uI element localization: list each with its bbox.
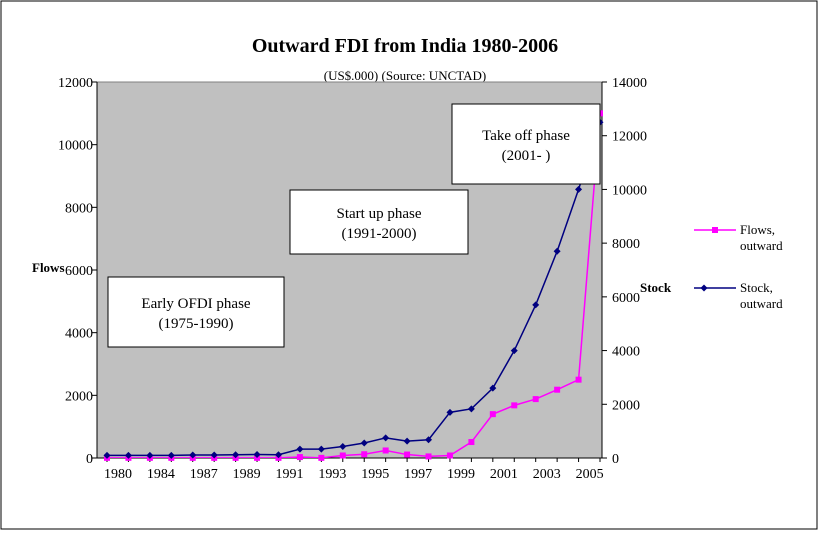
series-marker bbox=[124, 451, 132, 459]
legend-label-line: outward bbox=[740, 238, 783, 253]
y2-tick-label: 0 bbox=[612, 452, 619, 467]
series-marker bbox=[446, 452, 453, 459]
series-marker bbox=[404, 451, 411, 458]
y2-tick-label: 8000 bbox=[612, 237, 640, 252]
x-tick-label: 1984 bbox=[147, 467, 175, 482]
series-marker bbox=[210, 451, 218, 459]
annotation: Early OFDI phase (1975-1990) bbox=[141, 296, 250, 332]
series-marker bbox=[339, 442, 347, 450]
annotation-box bbox=[107, 276, 285, 348]
x-tick-label: 1997 bbox=[404, 467, 432, 482]
series-marker bbox=[575, 376, 582, 383]
y-tick-label: 10000 bbox=[58, 139, 93, 154]
y-tick-label: 2000 bbox=[65, 389, 93, 404]
x-tick-label: 1999 bbox=[447, 467, 475, 482]
y2-tick-label: 6000 bbox=[612, 291, 640, 306]
series-marker bbox=[575, 185, 583, 193]
legend-label-line: Flows, bbox=[740, 222, 775, 237]
y-tick-label: 6000 bbox=[65, 264, 93, 279]
series-marker bbox=[274, 451, 282, 459]
series-marker bbox=[489, 411, 496, 418]
series-marker bbox=[511, 402, 518, 409]
series-marker bbox=[361, 451, 368, 458]
annotation-line: (1975-1990) bbox=[159, 316, 234, 332]
x-tick-label: 1995 bbox=[361, 467, 389, 482]
x-tick-label: 1993 bbox=[318, 467, 346, 482]
legend-label: Stock, outward bbox=[740, 280, 783, 311]
legend-label: Flows, outward bbox=[740, 222, 783, 253]
series-marker bbox=[382, 434, 390, 442]
series-marker bbox=[403, 437, 411, 445]
series-marker bbox=[296, 454, 303, 461]
legend-marker bbox=[700, 284, 708, 292]
series-marker bbox=[554, 386, 561, 393]
y-tick-label: 12000 bbox=[58, 76, 93, 91]
y-tick-label: 0 bbox=[86, 452, 93, 467]
chart-title: Outward FDI from India 1980-2006 bbox=[252, 35, 558, 57]
x-tick-label: 2003 bbox=[533, 467, 561, 482]
series-marker bbox=[103, 451, 111, 459]
y2-tick-label: 12000 bbox=[612, 130, 647, 145]
x-tick-label: 2005 bbox=[576, 467, 604, 482]
series-marker bbox=[317, 445, 325, 453]
series-marker bbox=[382, 447, 389, 454]
series-line bbox=[107, 122, 601, 457]
series-marker bbox=[360, 439, 368, 447]
annotation-box bbox=[451, 103, 601, 185]
series-marker bbox=[532, 396, 539, 403]
annotation: Take off phase (2001- ) bbox=[482, 128, 570, 164]
x-tick-label: 1980 bbox=[104, 467, 132, 482]
annotation-line: Start up phase bbox=[337, 206, 422, 222]
y2-tick-label: 4000 bbox=[612, 345, 640, 360]
series-marker bbox=[339, 452, 346, 459]
chart-subtitle: (US$.000) (Source: UNCTAD) bbox=[324, 68, 487, 83]
annotation-line: Take off phase bbox=[482, 128, 570, 144]
series-marker bbox=[318, 454, 325, 461]
legend-label-line: outward bbox=[740, 296, 783, 311]
x-tick-label: 2001 bbox=[490, 467, 518, 482]
series-marker bbox=[489, 384, 497, 392]
legend-label-line: Stock, bbox=[740, 280, 773, 295]
series-marker bbox=[446, 408, 454, 416]
x-tick-label: 1987 bbox=[190, 467, 218, 482]
y2-axis-label: Stock bbox=[640, 280, 672, 295]
series-marker bbox=[425, 436, 433, 444]
series-marker bbox=[232, 451, 240, 459]
series-line bbox=[107, 113, 601, 458]
series-marker bbox=[146, 451, 154, 459]
annotation-line: Early OFDI phase bbox=[141, 296, 250, 312]
y2-tick-label: 2000 bbox=[612, 398, 640, 413]
series-marker bbox=[468, 439, 475, 446]
annotation-line: (2001- ) bbox=[502, 148, 551, 164]
y-tick-label: 8000 bbox=[65, 201, 93, 216]
series-marker bbox=[189, 451, 197, 459]
y-tick-label: 4000 bbox=[65, 327, 93, 342]
legend-marker bbox=[712, 227, 718, 233]
series-marker bbox=[467, 405, 475, 413]
series-marker bbox=[553, 247, 561, 255]
annotation-line: (1991-2000) bbox=[342, 226, 417, 242]
series-marker bbox=[253, 451, 261, 459]
y2-tick-label: 10000 bbox=[612, 183, 647, 198]
y2-tick-label: 14000 bbox=[612, 76, 647, 91]
x-tick-label: 1989 bbox=[233, 467, 261, 482]
annotation: Start up phase (1991-2000) bbox=[337, 206, 422, 242]
x-tick-label: 1991 bbox=[275, 467, 303, 482]
series-marker bbox=[167, 451, 175, 459]
series-marker bbox=[425, 453, 432, 460]
series-marker bbox=[510, 347, 518, 355]
series-marker bbox=[296, 445, 304, 453]
y-axis-label: Flows bbox=[32, 260, 65, 275]
series-marker bbox=[532, 301, 540, 309]
annotation-box bbox=[289, 189, 469, 255]
